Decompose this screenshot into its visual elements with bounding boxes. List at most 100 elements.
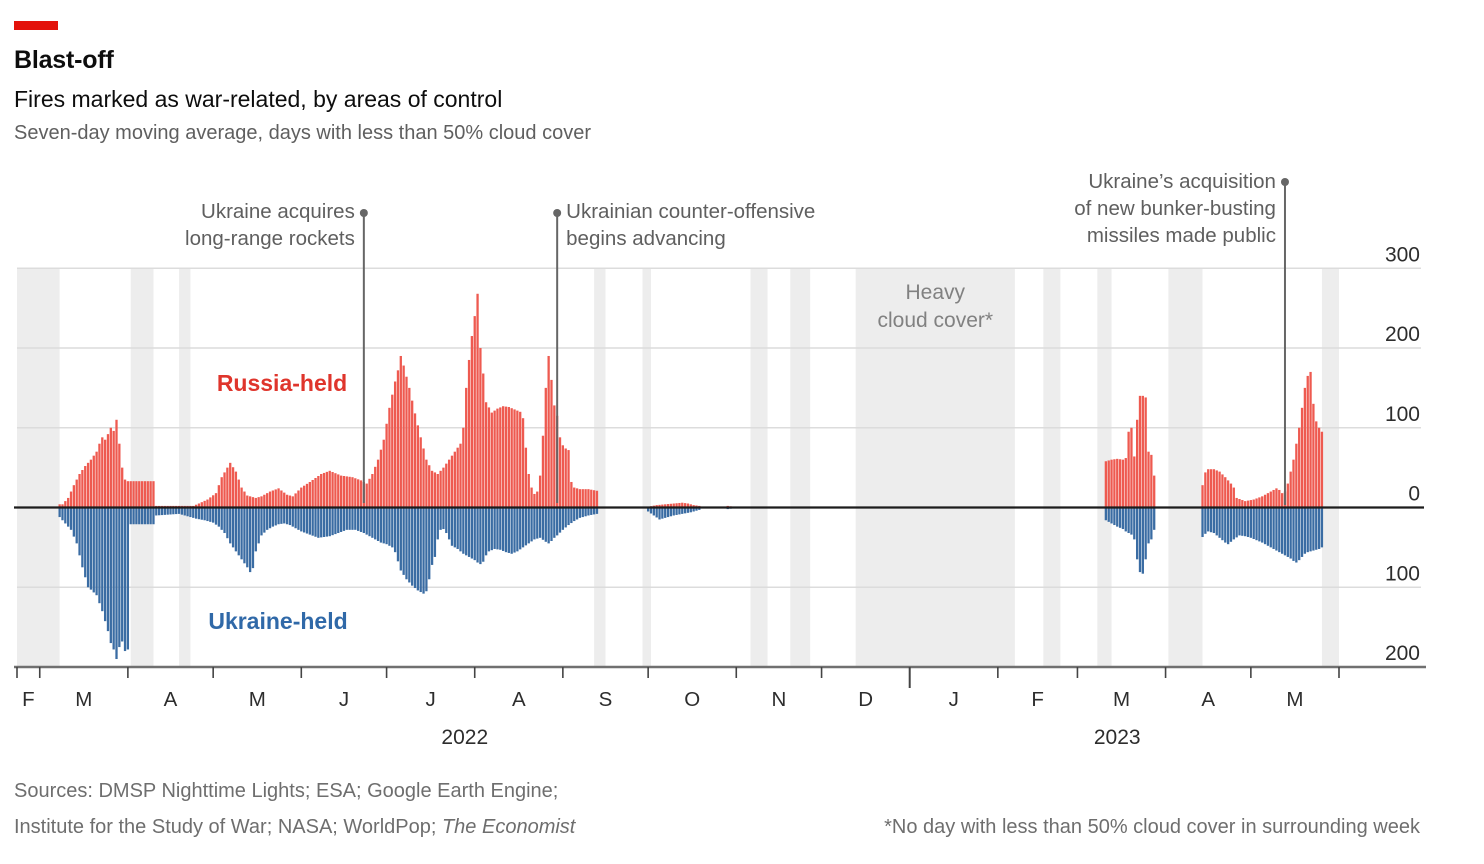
bar-russia-held: [1121, 459, 1125, 508]
bar-russia-held: [234, 471, 238, 508]
bar-ukraine-held: [544, 507, 547, 542]
brand-red-tick: [14, 21, 58, 30]
bar-russia-held: [285, 494, 289, 508]
bar-russia-held: [203, 500, 206, 508]
bar-ukraine-held: [547, 507, 550, 544]
bar-ukraine-held: [493, 507, 496, 549]
bar-russia-held: [69, 491, 73, 508]
chart-subtitle: Fires marked as war-related, by areas of…: [14, 86, 503, 112]
bar-russia-held: [382, 439, 385, 508]
bar-ukraine-held: [439, 507, 442, 530]
bar-ukraine-held: [482, 507, 485, 562]
chart-measure-note: Seven-day moving average, days with less…: [14, 122, 591, 144]
bar-russia-held: [428, 465, 431, 508]
bar-russia-held: [470, 336, 474, 508]
bar-ukraine-held: [177, 507, 181, 514]
bar-ukraine-held: [263, 507, 266, 533]
heavy-cloud-label: cloud cover*: [878, 309, 994, 332]
bar-ukraine-held: [268, 507, 272, 529]
bar-russia-held: [314, 477, 317, 508]
bar-russia-held: [1312, 403, 1315, 508]
bar-ukraine-held: [345, 507, 348, 530]
bar-russia-held: [243, 491, 246, 508]
bar-russia-held: [1113, 459, 1116, 508]
bar-ukraine-held: [166, 507, 169, 515]
bar-russia-held: [84, 466, 87, 508]
bar-ukraine-held: [379, 507, 383, 543]
bar-russia-held: [58, 504, 61, 508]
bar-russia-held: [402, 365, 405, 508]
bar-ukraine-held: [675, 507, 678, 515]
bar-russia-held: [1235, 497, 1238, 508]
heavy-cloud-band: [855, 268, 1015, 667]
bar-ukraine-held: [101, 507, 104, 612]
bar-russia-held: [493, 410, 496, 508]
bar-russia-held: [482, 373, 485, 508]
x-label-month-J: J: [339, 688, 349, 711]
heavy-cloud-band: [594, 268, 606, 667]
bar-ukraine-held: [1312, 507, 1315, 551]
bar-russia-held: [658, 504, 661, 508]
bar-ukraine-held: [291, 507, 294, 527]
bar-ukraine-held: [695, 507, 698, 511]
bar-ukraine-held: [1138, 507, 1142, 573]
y-label-100: 100: [1385, 562, 1420, 585]
bar-russia-held: [408, 387, 411, 508]
bar-russia-held: [1246, 500, 1250, 508]
x-label-month-M: M: [249, 688, 266, 711]
bar-ukraine-held: [430, 507, 434, 565]
bar-ukraine-held: [64, 507, 67, 524]
bar-ukraine-held: [229, 507, 232, 544]
bar-russia-held: [351, 477, 354, 508]
bar-russia-held: [391, 394, 394, 508]
bar-ukraine-held: [1124, 507, 1127, 532]
bar-ukraine-held: [138, 507, 141, 525]
bar-ukraine-held: [1249, 507, 1253, 538]
bar-ukraine-held: [1280, 507, 1284, 554]
annotation-text-1: Ukraine acquires: [201, 200, 355, 223]
bar-ukraine-held: [172, 507, 175, 515]
bar-ukraine-held: [288, 507, 292, 526]
heavy-cloud-band: [1097, 268, 1112, 667]
bar-russia-held: [683, 503, 687, 508]
bar-ukraine-held: [1300, 507, 1304, 557]
bar-russia-held: [422, 448, 425, 508]
bar-ukraine-held: [348, 507, 351, 530]
bar-ukraine-held: [1275, 507, 1278, 551]
bar-russia-held: [678, 502, 681, 508]
bar-ukraine-held: [1263, 507, 1267, 545]
bar-ukraine-held: [533, 507, 536, 540]
bar-ukraine-held: [226, 507, 229, 539]
bar-russia-held: [320, 474, 323, 508]
bar-ukraine-held: [98, 507, 101, 604]
bar-ukraine-held: [194, 507, 198, 519]
bar-russia-held: [1258, 497, 1261, 508]
bar-russia-held: [459, 443, 462, 508]
bar-russia-held: [126, 481, 130, 508]
bar-russia-held: [98, 443, 101, 508]
bar-ukraine-held: [152, 507, 155, 525]
bar-ukraine-held: [106, 507, 110, 632]
bar-ukraine-held: [462, 507, 465, 554]
bar-russia-held: [297, 490, 300, 508]
bar-ukraine-held: [143, 507, 147, 525]
bar-russia-held: [396, 370, 400, 508]
bar-ukraine-held: [499, 507, 502, 550]
heavy-cloud-band: [1321, 268, 1339, 667]
bar-russia-held: [541, 435, 545, 508]
bar-ukraine-held: [92, 507, 95, 593]
bar-russia-held: [1295, 443, 1298, 508]
bar-ukraine-held: [132, 507, 135, 525]
bar-ukraine-held: [297, 507, 300, 530]
bar-russia-held: [479, 348, 482, 508]
bar-ukraine-held: [180, 507, 184, 515]
bar-ukraine-held: [129, 507, 132, 525]
bar-ukraine-held: [436, 507, 439, 540]
bar-russia-held: [95, 451, 98, 508]
bar-russia-held: [146, 481, 149, 508]
bar-ukraine-held: [413, 507, 417, 589]
bar-russia-held: [1150, 454, 1153, 508]
bar-ukraine-held: [337, 507, 340, 534]
bar-russia-held: [1255, 498, 1258, 508]
bar-ukraine-held: [592, 507, 596, 515]
